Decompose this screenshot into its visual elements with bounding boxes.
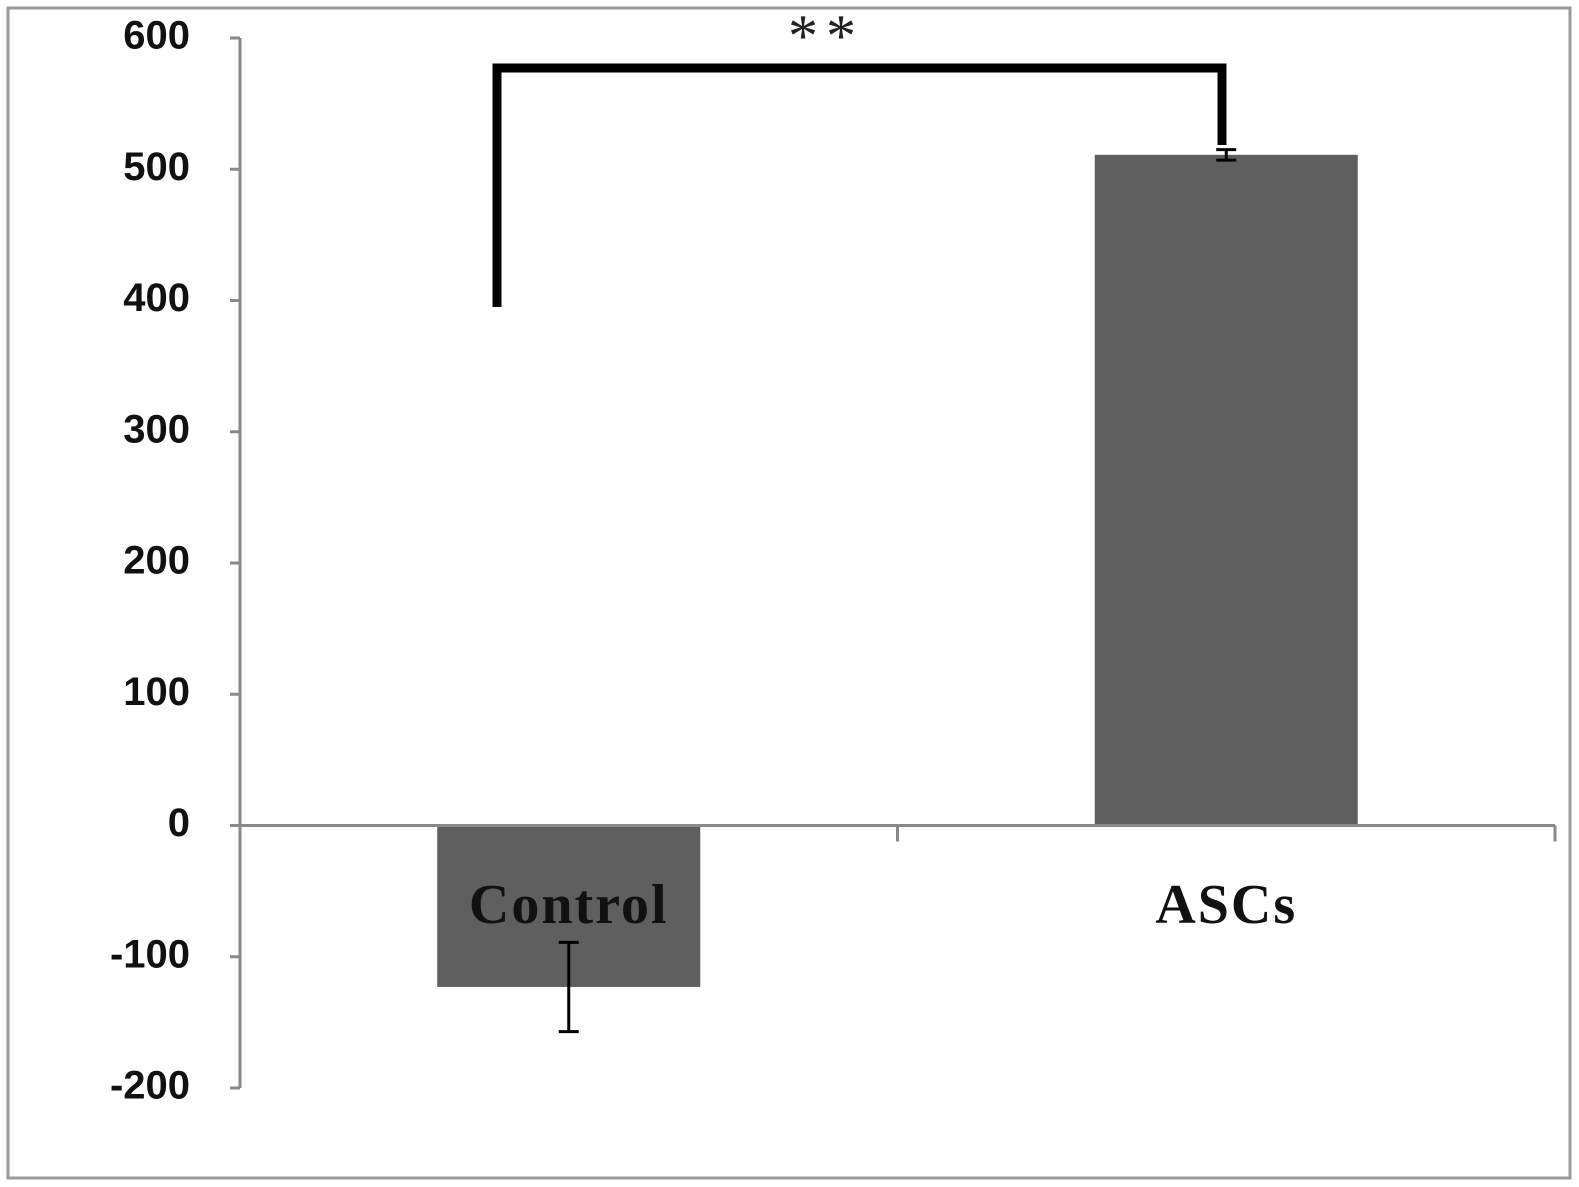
- y-tick-label: 500: [123, 145, 190, 189]
- significance-bracket: [492, 63, 1227, 307]
- error-bar: [558, 940, 579, 1034]
- y-tick-label: 400: [123, 276, 190, 320]
- y-tick-label: 200: [123, 539, 190, 583]
- y-tick-label: -100: [110, 932, 190, 976]
- bar: [1094, 154, 1358, 826]
- y-tick-label: 300: [123, 407, 190, 451]
- x-tick-label: ASCs: [1155, 874, 1297, 936]
- y-tick-label: -200: [110, 1064, 190, 1108]
- x-tick-label: Control: [469, 874, 669, 936]
- y-tick-label: 600: [123, 14, 190, 58]
- y-tick-label: 0: [168, 801, 190, 845]
- significance-label: **: [788, 3, 864, 69]
- y-tick-label: 100: [123, 670, 190, 714]
- error-bar: [1216, 148, 1237, 162]
